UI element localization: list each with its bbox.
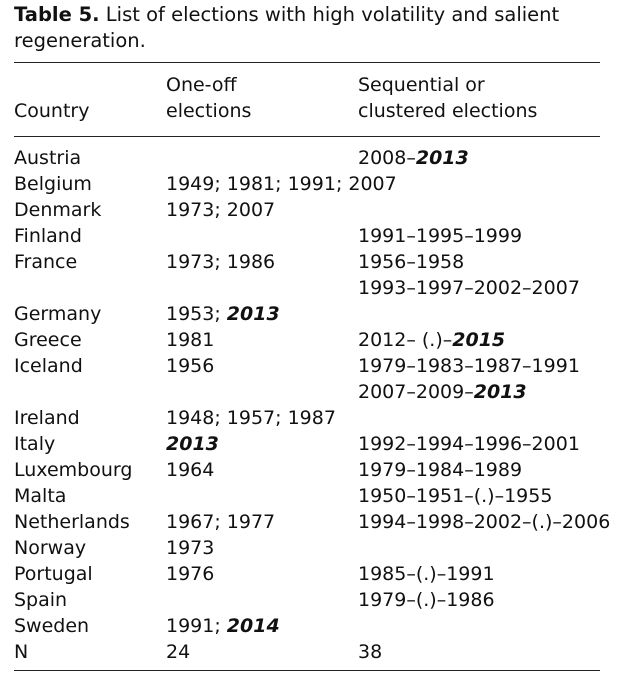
country-cell: Spain [14,589,68,611]
country-cell: Belgium [14,173,92,195]
sequential-elections-cell: 1992–1994–1996–2001 [358,431,580,457]
election-text: 1985–(.)–1991 [358,563,495,585]
country-cell: Iceland [14,355,83,377]
election-text: 2007–2009– [358,381,474,403]
country-cell: Denmark [14,199,102,221]
election-text: 1956 [166,355,215,377]
sequential-elections-cell: 2008–2013 [358,145,469,171]
country-cell: Germany [14,303,102,325]
election-text: 1991–1995–1999 [358,225,523,247]
highlighted-election-year: 2013 [226,303,280,325]
election-text: 1950–1951–(.)–1955 [358,485,553,507]
oneoff-elections-cell: 1973; 2007 [166,197,275,223]
country-cell: Portugal [14,563,93,585]
election-text: 1979–1983–1987–1991 [358,355,580,377]
country-cell: Greece [14,329,82,351]
table-header-rule [14,136,600,137]
election-text: 2008– [358,147,416,169]
election-text: 38 [358,641,383,663]
table-bottom-rule [14,670,600,671]
election-text: 1973 [166,537,215,559]
election-text: 1991; [166,615,227,637]
oneoff-elections-cell: 1948; 1957; 1987 [166,405,336,431]
sequential-elections-cell: 1979–1983–1987–1991 [358,353,580,379]
election-text: 1973; 1986 [166,251,276,273]
country-cell: Malta [14,485,67,507]
header-country: Country [14,100,90,122]
election-text: 1979–(.)–1986 [358,589,495,611]
header-oneoff-line2: elections [166,100,252,122]
highlighted-election-year: 2013 [415,147,469,169]
sequential-elections-cell: 1993–1997–2002–2007 [358,275,580,301]
election-text: 1979–1984–1989 [358,459,523,481]
country-cell: France [14,251,78,273]
oneoff-elections-cell: 24 [166,639,190,665]
table-caption-label: Table 5. [14,3,100,26]
sequential-elections-cell: 1950–1951–(.)–1955 [358,483,552,509]
election-text: 1976 [166,563,215,585]
highlighted-election-year: 2013 [473,381,527,403]
election-text: 1964 [166,459,215,481]
country-cell: Italy [14,433,56,455]
sequential-elections-cell: 1994–1998–2002–(.)–2006 [358,509,610,535]
country-cell: Ireland [14,407,80,429]
table-caption: Table 5. List of elections with high vol… [14,2,574,54]
highlighted-election-year: 2013 [166,433,219,455]
election-text: 1992–1994–1996–2001 [358,433,580,455]
country-cell: Sweden [14,615,90,637]
oneoff-elections-cell: 2013 [166,431,219,457]
highlighted-election-year: 2014 [226,615,280,637]
header-oneoff-line1: One-off [166,74,237,96]
election-text: 1993–1997–2002–2007 [358,277,580,299]
election-text: 1956–1958 [358,251,465,273]
election-text: 1973; 2007 [166,199,276,221]
sequential-elections-cell: 2007–2009–2013 [358,379,527,405]
sequential-elections-cell: 1979–1984–1989 [358,457,522,483]
oneoff-elections-cell: 1973; 1986 [166,249,275,275]
election-text: 24 [166,641,191,663]
header-sequential-line1: Sequential or [358,74,485,96]
sequential-elections-cell: 1956–1958 [358,249,464,275]
sequential-elections-cell: 2012– (.)–2015 [358,327,505,353]
country-cell: N [14,641,29,663]
sequential-elections-cell: 38 [358,639,382,665]
table-top-rule [14,62,600,63]
oneoff-elections-cell: 1973 [166,535,214,561]
oneoff-elections-cell: 1953; 2013 [166,301,280,327]
election-text: 1949; 1981; 1991; 2007 [166,173,397,195]
election-text: 2012– (.)– [358,329,453,351]
country-cell: Austria [14,147,82,169]
country-cell: Luxembourg [14,459,133,481]
oneoff-elections-cell: 1991; 2014 [166,613,280,639]
highlighted-election-year: 2015 [452,329,506,351]
sequential-elections-cell: 1991–1995–1999 [358,223,522,249]
oneoff-elections-cell: 1964 [166,457,214,483]
country-cell: Finland [14,225,82,247]
election-text: 1994–1998–2002–(.)–2006 [358,511,611,533]
oneoff-elections-cell: 1967; 1977 [166,509,275,535]
sequential-elections-cell: 1985–(.)–1991 [358,561,495,587]
table-caption-text: List of elections with high volatility a… [14,3,560,52]
election-text: 1953; [166,303,227,325]
sequential-elections-cell: 1979–(.)–1986 [358,587,495,613]
country-cell: Netherlands [14,511,130,533]
oneoff-elections-cell: 1956 [166,353,214,379]
oneoff-elections-cell: 1981 [166,327,214,353]
election-text: 1981 [166,329,215,351]
election-text: 1948; 1957; 1987 [166,407,336,429]
oneoff-elections-cell: 1976 [166,561,214,587]
header-sequential-line2: clustered elections [358,100,538,122]
election-text: 1967; 1977 [166,511,276,533]
country-cell: Norway [14,537,87,559]
oneoff-elections-cell: 1949; 1981; 1991; 2007 [166,171,397,197]
